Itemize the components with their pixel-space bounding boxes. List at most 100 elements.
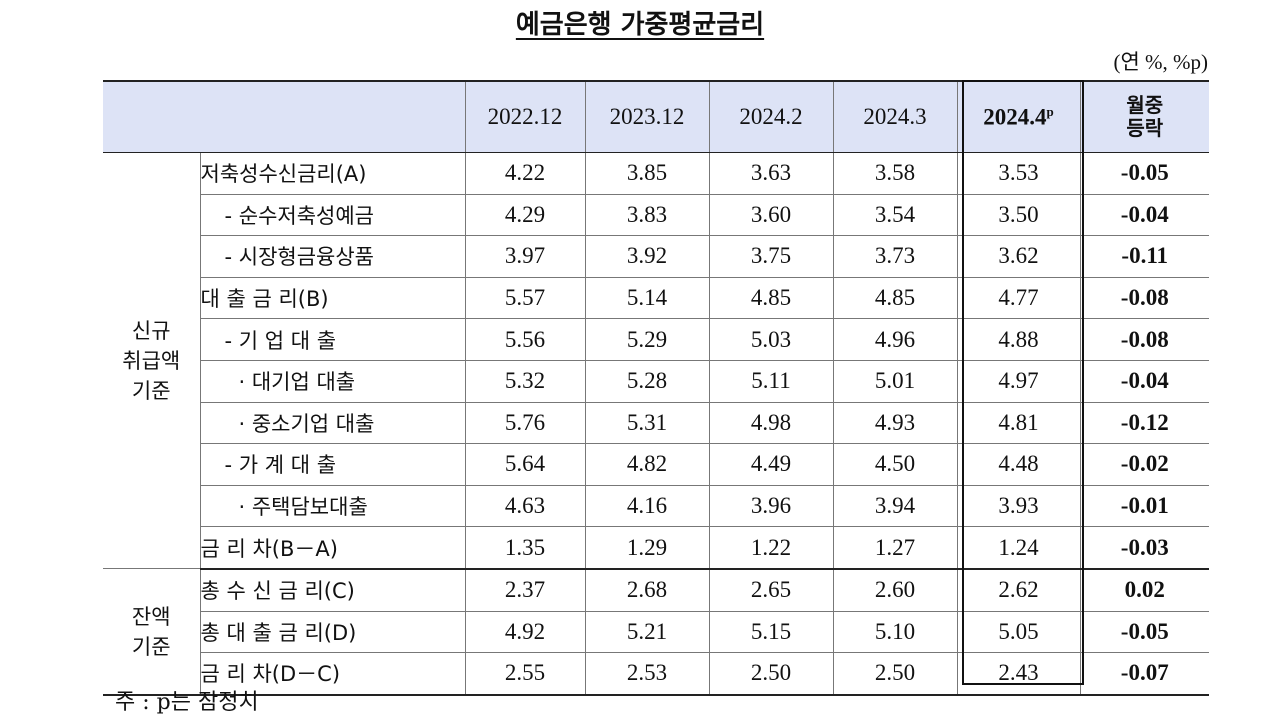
footnote: 주 : p는 잠정치 (115, 690, 259, 715)
cell: 1.24 (956, 526, 1080, 570)
cell: 5.56 (464, 318, 585, 361)
cell: 4.82 (584, 443, 709, 486)
page-title: 예금은행 가중평균금리 (515, 10, 765, 40)
cell: 2.60 (832, 568, 957, 612)
cell: 3.85 (584, 152, 709, 195)
cell: 3.94 (832, 485, 957, 528)
row-label: 저축성수신금리(A) (199, 152, 465, 195)
cell: 1.27 (832, 526, 957, 570)
row-label: 금 리 차(D－C) (199, 652, 465, 696)
change-cell: -0.08 (1079, 277, 1209, 320)
table-row: 잔액 기준 총 수 신 금 리(C) 2.37 2.68 2.65 2.60 2.… (103, 568, 1209, 696)
cell: 4.16 (584, 485, 709, 528)
row-label: · 대기업 대출 (199, 360, 465, 403)
cell: 4.98 (708, 402, 833, 445)
header-blank (103, 80, 465, 153)
change-cell: -0.08 (1079, 318, 1209, 361)
change-cell: -0.04 (1079, 194, 1209, 237)
cell: 5.01 (832, 360, 957, 403)
table-row: - 시장형금융상품 3.97 3.92 3.75 3.73 3.62 -0.11 (103, 235, 1209, 278)
table-row: 금 리 차(D－C) 2.55 2.53 2.50 2.50 2.43 -0.0… (103, 652, 1209, 696)
col-header-2024-4: 2024.4p (956, 80, 1080, 153)
col-header-2024-2: 2024.2 (708, 80, 833, 153)
table-row: 신규 취급액 기준 저축성수신금리(A) 4.22 3.85 3.63 3.58 3… (103, 152, 1209, 570)
cell: 5.05 (956, 611, 1080, 654)
cell: 1.22 (708, 526, 833, 570)
row-label: 대 출 금 리(B) (199, 277, 465, 320)
change-cell: -0.05 (1079, 152, 1209, 195)
table-row: · 대기업 대출 5.32 5.28 5.11 5.01 4.97 -0.04 (103, 360, 1209, 403)
col-header-2024-3: 2024.3 (832, 80, 957, 153)
cell: 3.97 (464, 235, 585, 278)
change-cell: -0.01 (1079, 485, 1209, 528)
cell: 3.62 (956, 235, 1080, 278)
cell: 5.76 (464, 402, 585, 445)
col-header-change: 월중 등락 (1079, 80, 1209, 153)
table-row: · 중소기업 대출 5.76 5.31 4.98 4.93 4.81 -0.12 (103, 402, 1209, 445)
cell: 3.93 (956, 485, 1080, 528)
table-row: 금 리 차(B－A) 1.35 1.29 1.22 1.27 1.24 -0.0… (103, 526, 1209, 570)
cell: 3.58 (832, 152, 957, 195)
cell: 5.11 (708, 360, 833, 403)
row-label: 금 리 차(B－A) (199, 526, 465, 570)
change-cell: -0.03 (1079, 526, 1209, 570)
row-label: - 가 계 대 출 (199, 443, 465, 486)
cell: 4.92 (464, 611, 585, 654)
cell: 4.85 (708, 277, 833, 320)
cell: 2.43 (956, 652, 1080, 696)
row-label: - 시장형금융상품 (199, 235, 465, 278)
row-label: 총 대 출 금 리(D) (199, 611, 465, 654)
cell: 5.32 (464, 360, 585, 403)
col-header-2022-12: 2022.12 (464, 80, 585, 153)
cell: 4.63 (464, 485, 585, 528)
cell: 5.10 (832, 611, 957, 654)
unit-label: (연 %, %p) (1113, 50, 1208, 74)
row-label: - 순수저축성예금 (199, 194, 465, 237)
change-cell: -0.07 (1079, 652, 1209, 696)
cell: 5.57 (464, 277, 585, 320)
cell: 3.50 (956, 194, 1080, 237)
cell: 2.50 (832, 652, 957, 696)
row-label: 총 수 신 금 리(C) (199, 568, 465, 612)
row-label: · 중소기업 대출 (199, 402, 465, 445)
cell: 3.54 (832, 194, 957, 237)
cell: 2.55 (464, 652, 585, 696)
cell: 4.88 (956, 318, 1080, 361)
cell: 3.53 (956, 152, 1080, 195)
table-row: · 주택담보대출 4.63 4.16 3.96 3.94 3.93 -0.01 (103, 485, 1209, 528)
cell: 4.85 (832, 277, 957, 320)
cell: 4.50 (832, 443, 957, 486)
cell: 1.29 (584, 526, 709, 570)
cell: 3.83 (584, 194, 709, 237)
cell: 2.37 (464, 568, 585, 612)
cell: 4.48 (956, 443, 1080, 486)
change-cell: -0.04 (1079, 360, 1209, 403)
cell: 4.49 (708, 443, 833, 486)
cell: 5.29 (584, 318, 709, 361)
cell: 3.73 (832, 235, 957, 278)
header-row: 2022.12 2023.12 2024.2 2024.3 2024.4p 월중… (103, 80, 1209, 153)
table-row: - 순수저축성예금 4.29 3.83 3.60 3.54 3.50 -0.04 (103, 194, 1209, 237)
change-cell: 0.02 (1079, 568, 1209, 612)
group-label-new: 신규 취급액 기준 (103, 152, 200, 570)
cell: 2.62 (956, 568, 1080, 612)
cell: 2.65 (708, 568, 833, 612)
cell: 5.14 (584, 277, 709, 320)
cell: 5.64 (464, 443, 585, 486)
cell: 5.15 (708, 611, 833, 654)
cell: 3.63 (708, 152, 833, 195)
cell: 3.75 (708, 235, 833, 278)
col-header-2023-12: 2023.12 (584, 80, 709, 153)
row-label: - 기 업 대 출 (199, 318, 465, 361)
interest-rate-table: 2022.12 2023.12 2024.2 2024.3 2024.4p 월중… (103, 80, 1209, 696)
cell: 5.31 (584, 402, 709, 445)
table-row: 대 출 금 리(B) 5.57 5.14 4.85 4.85 4.77 -0.0… (103, 277, 1209, 320)
change-cell: -0.05 (1079, 611, 1209, 654)
cell: 4.81 (956, 402, 1080, 445)
change-cell: -0.02 (1079, 443, 1209, 486)
table-row: - 기 업 대 출 5.56 5.29 5.03 4.96 4.88 -0.08 (103, 318, 1209, 361)
cell: 5.28 (584, 360, 709, 403)
cell: 4.77 (956, 277, 1080, 320)
cell: 4.93 (832, 402, 957, 445)
change-cell: -0.11 (1079, 235, 1209, 278)
